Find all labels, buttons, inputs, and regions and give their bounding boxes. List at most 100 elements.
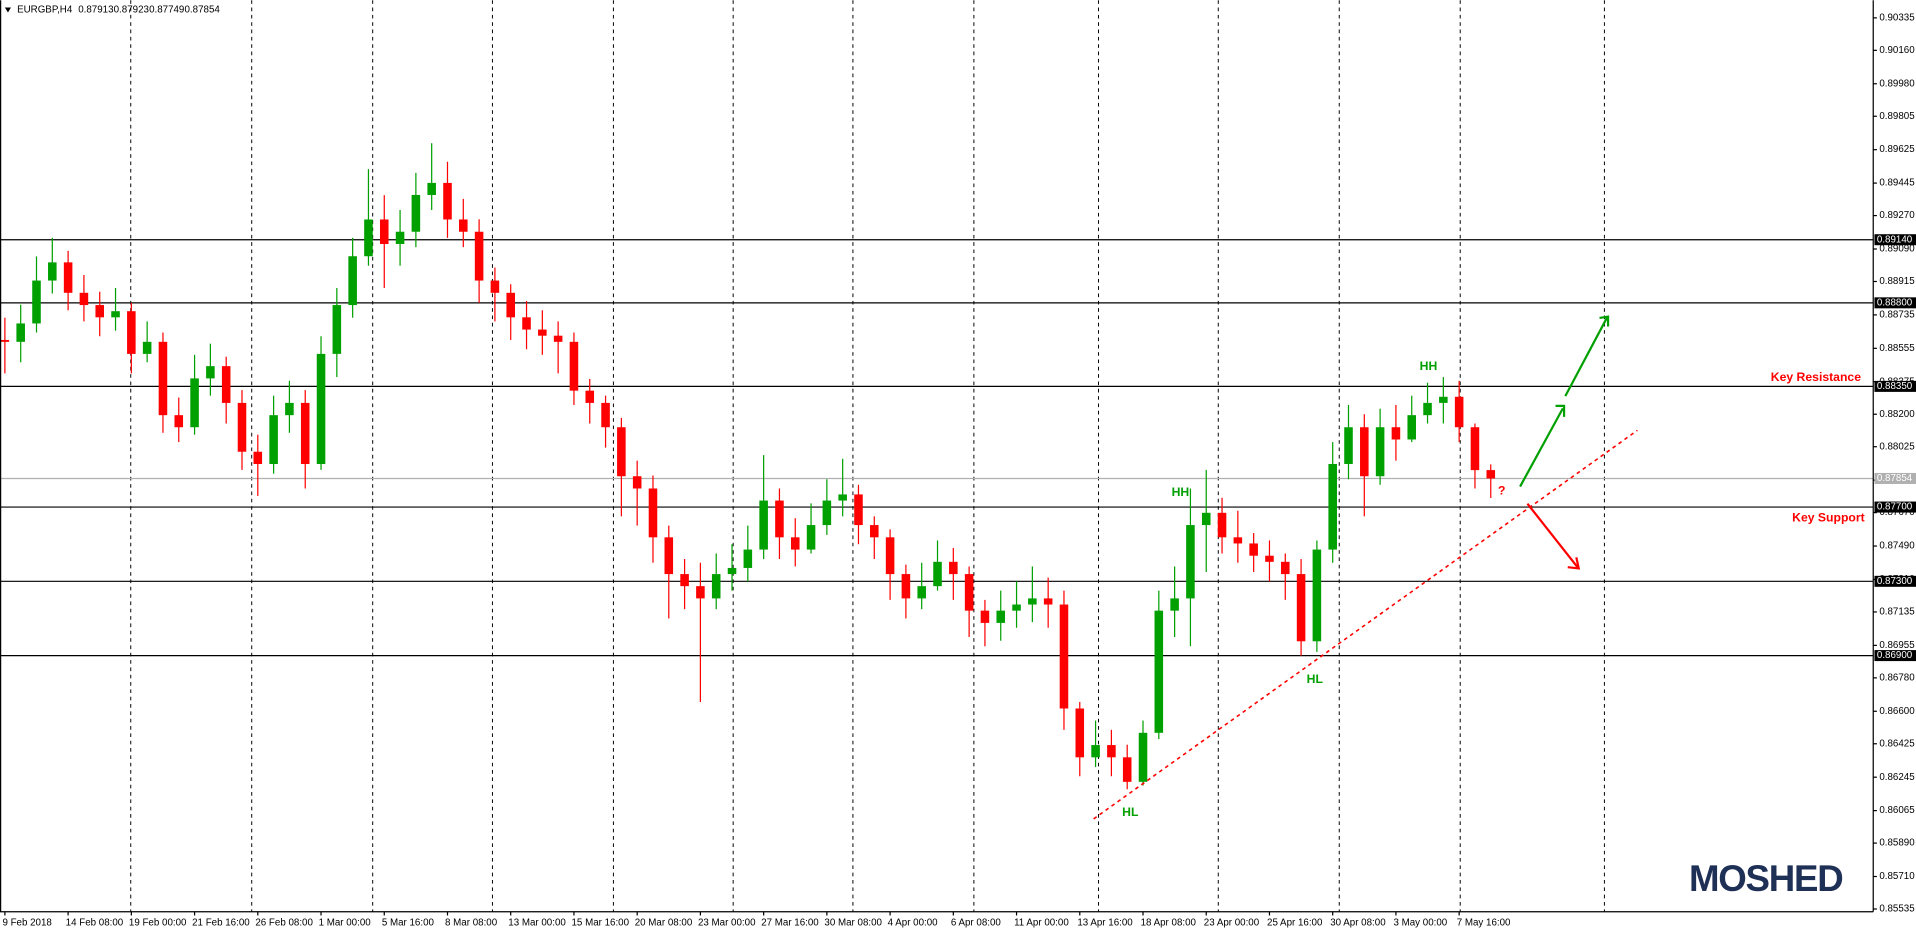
y-tick-label: 0.87490 (1879, 541, 1915, 552)
candle-body (285, 402, 294, 416)
candle-body (1360, 427, 1369, 477)
level-label: 0.87854 (1877, 473, 1913, 484)
y-tick-label: 0.89445 (1879, 178, 1915, 189)
level-box (1874, 472, 1916, 484)
candle-body (332, 305, 342, 354)
candle-body (1012, 604, 1021, 611)
candle-body (1423, 402, 1432, 416)
candle-body (221, 366, 231, 403)
x-tick-label: 19 Feb 00:00 (129, 917, 187, 928)
y-tick-label: 0.89625 (1879, 144, 1915, 155)
x-tick-label: 25 Apr 16:00 (1267, 917, 1323, 928)
y-tick-label: 0.87135 (1879, 607, 1915, 618)
candle-body (696, 586, 705, 599)
level-box (1874, 650, 1916, 662)
x-tick-label: 8 Mar 08:00 (445, 917, 498, 928)
candle-body (206, 366, 215, 379)
candle-body (48, 262, 57, 281)
candle-body (1344, 427, 1353, 464)
y-tick-label: 0.90335 (1879, 12, 1915, 23)
candle-body (1454, 396, 1464, 428)
candle-body (1439, 396, 1448, 403)
candle-body (632, 476, 642, 489)
x-tick-label: 15 Mar 16:00 (572, 917, 630, 928)
x-tick-label: 30 Mar 08:00 (824, 917, 882, 928)
y-tick-label: 0.86600 (1879, 706, 1915, 717)
candle-body (885, 537, 895, 575)
candle-body (63, 262, 73, 293)
candle-body (917, 586, 926, 599)
candle-body (1280, 561, 1290, 575)
candle-body (838, 494, 847, 501)
candle-body (1312, 549, 1322, 642)
x-tick-label: 18 Apr 08:00 (1141, 917, 1197, 928)
level-label: 0.89140 (1877, 234, 1913, 245)
candle-body (16, 323, 25, 342)
x-tick-label: 1 Mar 00:00 (319, 917, 372, 928)
x-tick-label: 20 Mar 08:00 (635, 917, 693, 928)
x-tick-label: 23 Apr 00:00 (1204, 917, 1260, 928)
candle-body (474, 231, 484, 281)
candle-body (680, 574, 689, 587)
candle-body (32, 280, 41, 324)
symbol: EURGBP,H4 (17, 5, 73, 16)
candle-body (237, 402, 247, 452)
level-label: 0.88350 (1877, 381, 1913, 392)
arrowhead (1567, 557, 1581, 570)
annotation: Key Support (1792, 511, 1865, 525)
candle-body (1059, 604, 1069, 709)
annotation: Key Resistance (1771, 370, 1861, 384)
level-label: 0.86900 (1877, 650, 1913, 661)
candle-body (664, 537, 674, 575)
candle-body (443, 182, 452, 220)
candle-body (348, 256, 357, 306)
level-box (1874, 380, 1916, 392)
candle-body (617, 427, 626, 477)
y-tick-label: 0.86065 (1879, 805, 1915, 816)
candle-body (1375, 427, 1385, 477)
candle-body (1296, 574, 1306, 642)
candle-body (980, 610, 990, 623)
y-tick-label: 0.86780 (1879, 672, 1915, 683)
candle-body (1075, 708, 1085, 758)
candle-body (648, 488, 658, 538)
x-tick-label: 26 Feb 08:00 (255, 917, 313, 928)
candle-body (1154, 610, 1164, 733)
candle-body (1407, 415, 1417, 440)
x-tick-label: 11 Apr 00:00 (1014, 917, 1069, 928)
x-tick-label: 13 Apr 16:00 (1077, 917, 1133, 928)
candle-body (490, 280, 500, 293)
arrowhead (1599, 315, 1610, 327)
candle-body (1138, 732, 1148, 782)
candle-body (459, 219, 468, 232)
y-tick-label: 0.88200 (1879, 409, 1915, 420)
candle-body (949, 561, 958, 575)
y-tick-label: 0.86245 (1879, 772, 1915, 783)
candle-body (775, 500, 784, 538)
y-tick-label: 0.88025 (1879, 441, 1915, 452)
annotations: HH HH HL HL ? Key Resistance Key Support (1122, 359, 1865, 819)
candle-body (411, 194, 421, 232)
x-tick-label: 30 Apr 08:00 (1330, 917, 1386, 928)
vertical-grid (130, 0, 1605, 912)
candle-body (901, 574, 911, 599)
candle-body (1201, 512, 1211, 526)
header: EURGBP,H4 0.87913 0.87923 0.87749 0.8785… (4, 5, 221, 16)
candle-body (1091, 745, 1100, 758)
candle-body (822, 500, 832, 526)
y-tick-label: 0.88735 (1879, 309, 1915, 320)
candle-body (79, 292, 89, 306)
candle-body (1328, 463, 1337, 550)
candle-body (538, 329, 547, 336)
x-tick-label: 23 Mar 00:00 (698, 917, 756, 928)
candle-body (253, 451, 263, 464)
candle-body (522, 317, 531, 330)
x-tick-label: 13 Mar 00:00 (508, 917, 566, 928)
header-value: 0.87854 (185, 5, 221, 16)
x-tick-label: 14 Feb 08:00 (66, 917, 124, 928)
header-icon (4, 7, 11, 13)
candle-body (190, 378, 199, 428)
candle-body (601, 402, 610, 428)
header-value: 0.87913 (78, 5, 113, 16)
candle-body (111, 311, 120, 318)
